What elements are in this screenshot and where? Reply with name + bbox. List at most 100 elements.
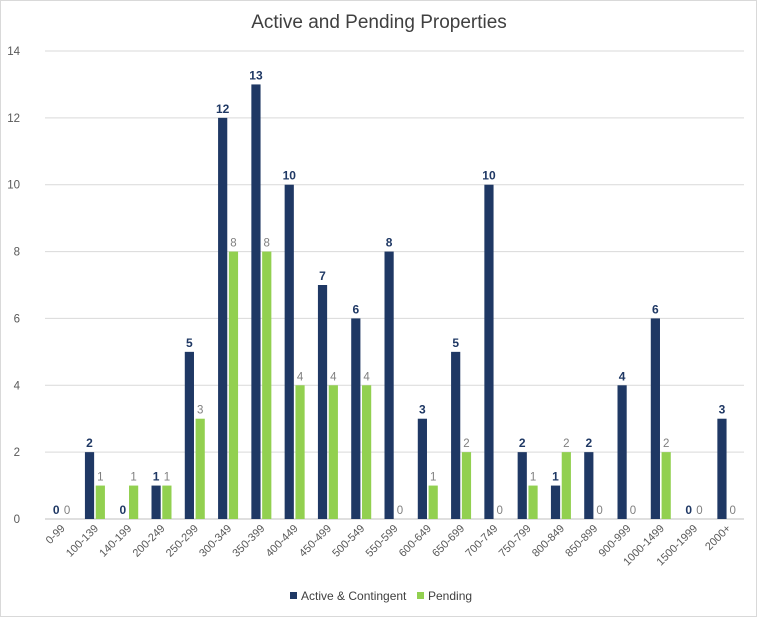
data-label-active-contingent: 5 [452,336,459,350]
bar-pending [661,452,671,519]
x-tick-label: 450-499 [297,523,334,560]
data-label-pending: 1 [164,472,170,484]
x-tick-label: 550-599 [364,523,401,560]
bar-active-contingent [650,318,660,519]
data-label-active-contingent: 7 [319,269,326,283]
y-tick-label: 4 [14,380,21,392]
x-tick-label: 0-99 [44,523,68,547]
bar-pending [95,485,105,519]
y-axis-ticks: 0 2 4 6 8 10 12 14 [7,46,20,526]
bar-active-contingent [417,418,427,519]
bar-active-contingent [84,452,95,519]
legend-label-active-contingent: Active & Contingent [301,589,407,603]
x-tick-label: 200-249 [131,523,168,560]
data-label-pending: 2 [663,438,669,450]
x-tick-label: 350-399 [230,523,267,560]
y-tick-label: 8 [14,247,20,259]
data-label-active-contingent: 6 [352,302,359,316]
x-tick-label: 750-799 [497,523,534,560]
bar-active-contingent [317,285,328,519]
legend-swatch-pending [417,592,424,599]
data-label-pending: 0 [696,505,702,517]
y-tick-label: 6 [14,313,20,325]
x-axis-ticks: 0-99100-139140-199200-249250-299300-3493… [44,523,734,569]
bar-active-contingent [617,385,627,519]
bar-active-contingent [218,117,228,519]
data-label-active-contingent: 2 [519,436,526,450]
legend-label-pending: Pending [428,589,472,603]
data-label-pending: 2 [463,438,469,450]
data-label-pending: 0 [397,505,403,517]
bar-active-contingent [351,318,361,519]
data-label-active-contingent: 6 [652,302,659,316]
chart-title: Active and Pending Properties [251,12,507,33]
x-tick-label: 600-649 [397,523,434,560]
data-label-active-contingent: 12 [216,102,230,116]
data-label-pending: 4 [363,371,370,383]
data-label-pending: 8 [230,238,236,250]
x-tick-label: 700-749 [463,523,500,560]
bar-active-contingent [284,184,294,519]
x-tick-label: 850-899 [563,523,600,560]
data-label-pending: 8 [264,238,270,250]
data-label-active-contingent: 4 [619,369,626,383]
data-label-active-contingent: 0 [685,503,692,517]
y-tick-label: 10 [7,180,20,192]
data-label-active-contingent: 13 [249,68,263,82]
bar-pending [228,251,239,520]
bar-active-contingent [484,184,494,519]
y-tick-label: 14 [7,46,20,58]
bar-active-contingent [517,452,527,519]
gridlines [45,50,744,520]
bar-pending [262,251,272,520]
bar-active-contingent [151,485,161,519]
data-label-active-contingent: 1 [153,470,160,484]
bar-active-contingent [184,351,194,519]
data-label-active-contingent: 10 [283,169,297,183]
y-tick-label: 12 [7,113,20,125]
bar-pending [295,385,305,519]
bar-pending [428,485,438,519]
data-label-pending: 4 [330,371,337,383]
bar-pending [129,485,139,519]
data-label-pending: 1 [530,472,536,484]
data-label-active-contingent: 0 [119,503,126,517]
bar-active-contingent [451,351,461,519]
data-label-active-contingent: 2 [585,436,592,450]
bar-active-contingent [550,485,561,519]
bar-pending [561,452,571,519]
data-label-pending: 1 [430,472,436,484]
data-label-pending: 4 [297,371,304,383]
x-tick-label: 2000+ [703,523,733,553]
data-label-active-contingent: 8 [386,236,393,250]
x-tick-label: 400-449 [264,523,301,560]
bar-pending [328,385,338,519]
bars [84,84,727,520]
x-tick-label: 800-849 [530,523,567,560]
bar-pending [528,485,538,519]
data-label-active-contingent: 2 [86,436,93,450]
x-tick-label: 100-139 [64,523,101,560]
legend-swatch-active-contingent [290,592,297,599]
x-tick-label: 140-199 [97,523,134,560]
x-tick-label: 650-699 [430,523,467,560]
x-tick-label: 300-349 [197,523,234,560]
data-label-pending: 1 [97,472,103,484]
data-label-active-contingent: 1 [552,470,559,484]
data-label-pending: 0 [497,505,503,517]
y-tick-label: 0 [14,514,20,526]
bar-pending [162,485,172,519]
bar-active-contingent [384,251,394,520]
y-tick-label: 2 [14,447,20,459]
data-label-pending: 2 [563,438,569,450]
data-label-pending: 3 [197,405,203,417]
data-label-pending: 0 [730,505,736,517]
data-label-pending: 0 [596,505,602,517]
data-label-active-contingent: 5 [186,336,193,350]
bar-pending [461,452,472,519]
bar-active-contingent [584,452,594,519]
bar-pending [195,418,205,519]
data-label-active-contingent: 10 [482,169,496,183]
